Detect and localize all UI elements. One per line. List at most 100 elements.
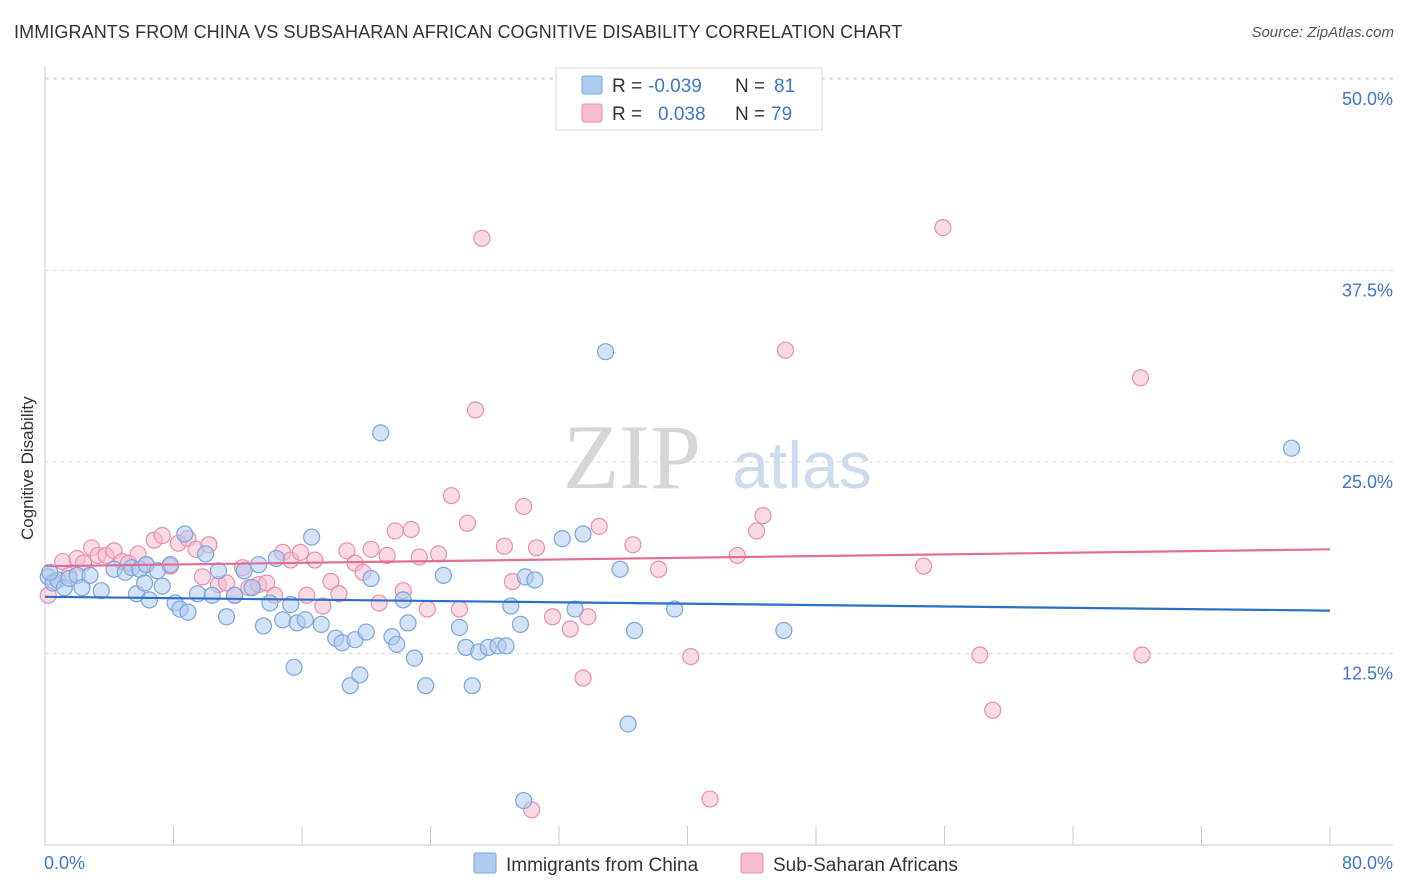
africa-point — [386, 522, 404, 540]
china-point — [209, 562, 228, 580]
africa-point — [754, 507, 772, 525]
africa-point — [776, 341, 795, 359]
legend-china-swatch — [473, 852, 497, 874]
china-point — [666, 600, 684, 618]
africa-point — [291, 543, 309, 561]
africa-point — [153, 526, 171, 545]
china-point — [619, 715, 637, 733]
china-point — [526, 571, 544, 589]
china-point — [566, 600, 584, 618]
africa-point — [590, 517, 608, 535]
china-point — [203, 586, 221, 604]
china-point — [625, 621, 644, 640]
africa-point — [682, 647, 700, 666]
africa-point — [418, 600, 436, 618]
china-point — [235, 562, 253, 580]
china-point — [274, 611, 292, 629]
data-points — [39, 219, 1301, 819]
africa-point — [410, 548, 428, 566]
africa-point — [543, 608, 562, 626]
africa-point — [971, 646, 989, 664]
china-point — [92, 582, 110, 600]
china-trend-line — [44, 595, 1331, 612]
legend-n-value-china: 81 — [774, 76, 795, 97]
africa-point — [458, 514, 477, 532]
china-point — [285, 658, 303, 676]
africa-point — [402, 520, 420, 539]
africa-point — [984, 701, 1002, 719]
africa-point — [527, 539, 546, 557]
x-tick-label-min: 0.0% — [44, 853, 85, 873]
africa-point — [322, 572, 340, 591]
series-legend: Immigrants from China Sub-Saharan Africa… — [473, 852, 958, 876]
china-point — [341, 677, 359, 695]
china-point — [511, 615, 530, 633]
africa-point — [579, 608, 597, 626]
africa-point — [378, 546, 396, 565]
africa-point — [450, 600, 469, 618]
china-point — [515, 791, 533, 810]
africa-point — [330, 585, 348, 603]
africa-point — [624, 536, 642, 554]
china-point — [176, 525, 194, 543]
china-point — [362, 569, 380, 588]
africa-point — [515, 497, 533, 516]
africa-point — [1131, 369, 1150, 387]
source-credit: Source: ZipAtlas.com — [1251, 24, 1394, 41]
africa-point — [728, 546, 746, 565]
china-swatch — [581, 75, 603, 95]
china-point — [41, 563, 59, 581]
africa-point — [495, 537, 513, 555]
china-point — [463, 677, 481, 695]
watermark-atlas: atlas — [732, 428, 871, 502]
africa-point — [338, 542, 356, 560]
china-point — [81, 566, 99, 584]
china-point — [405, 649, 424, 667]
china-point — [73, 579, 91, 597]
china-point — [254, 617, 273, 635]
legend-r-value-africa: 0.038 — [658, 104, 706, 125]
africa-point — [1133, 646, 1151, 664]
china-point — [261, 594, 279, 612]
legend-africa-label: Sub-Saharan Africans — [773, 855, 958, 876]
china-point — [197, 545, 215, 563]
china-point — [388, 635, 406, 653]
china-point — [399, 614, 417, 632]
china-point — [574, 525, 592, 543]
y-tick-label: 50.0% — [1342, 89, 1393, 109]
legend-china-label: Immigrants from China — [506, 855, 699, 876]
china-point — [153, 577, 171, 595]
africa-point — [466, 401, 485, 419]
africa-trend-line — [44, 548, 1331, 568]
china-point — [450, 618, 469, 637]
africa-point — [649, 560, 668, 578]
china-point — [596, 343, 615, 361]
china-point — [179, 603, 197, 621]
africa-point — [561, 620, 579, 638]
legend-n-value-africa: 79 — [771, 104, 792, 125]
africa-point — [217, 574, 236, 592]
africa-point — [574, 669, 592, 687]
africa-point — [442, 487, 460, 505]
china-point — [1282, 439, 1301, 457]
legend-africa-swatch — [740, 852, 764, 874]
china-point — [140, 591, 159, 609]
china-point — [417, 677, 435, 695]
africa-point — [298, 586, 316, 604]
china-point — [296, 611, 314, 629]
watermark-zip: ZIP — [563, 406, 701, 508]
china-point — [351, 666, 369, 684]
legend-n-label-china: N = — [735, 76, 765, 97]
stats-legend: R = -0.039 N = 81 R = 0.038 N = 79 — [555, 67, 823, 131]
y-tick-label: 25.0% — [1342, 472, 1393, 492]
china-point — [434, 566, 452, 584]
africa-point — [747, 522, 766, 540]
china-point — [217, 608, 236, 626]
china-point — [372, 424, 390, 442]
china-point — [135, 574, 154, 592]
china-point — [250, 556, 268, 574]
africa-point — [193, 568, 212, 586]
africa-point — [429, 545, 448, 563]
x-tick-label-max: 80.0% — [1342, 853, 1393, 873]
